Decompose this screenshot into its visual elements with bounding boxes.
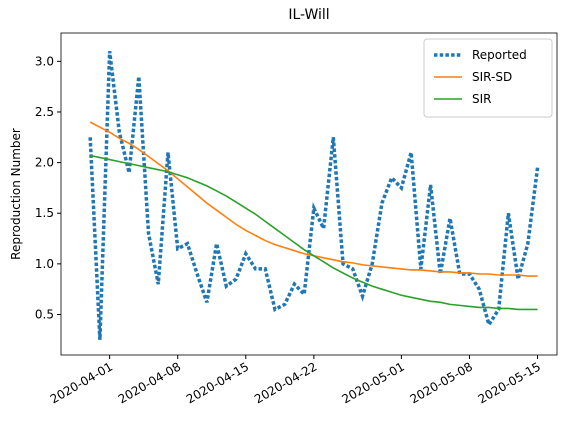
series-line	[88, 51, 540, 340]
y-tick-label: 3.0	[35, 54, 54, 68]
legend-box	[423, 38, 553, 118]
y-tick-label: 1.5	[35, 206, 54, 220]
series-line	[89, 121, 538, 277]
legend-label: SIR	[472, 92, 492, 106]
series-line	[90, 154, 538, 311]
legend-label: Reported	[472, 48, 527, 62]
x-tick-label: 2020-04-22	[252, 359, 319, 406]
chart-title: IL-Will	[288, 7, 329, 23]
y-tick-label: 1.0	[35, 257, 54, 271]
x-tick-label: 2020-04-01	[48, 359, 115, 406]
x-tick-label: 2020-04-08	[116, 359, 183, 406]
plot-frame	[60, 32, 558, 356]
y-axis-label: Reproduction Number	[9, 128, 23, 260]
x-tick-label: 2020-04-15	[184, 359, 251, 406]
x-tick-label: 2020-05-15	[476, 359, 543, 406]
y-tick-label: 0.5	[35, 307, 54, 321]
x-tick-label: 2020-05-08	[408, 359, 475, 406]
x-tick-label: 2020-05-01	[339, 359, 406, 406]
y-tick-label: 2.0	[35, 156, 54, 170]
legend-label: SIR-SD	[472, 70, 512, 84]
y-tick-label: 2.5	[35, 105, 54, 119]
